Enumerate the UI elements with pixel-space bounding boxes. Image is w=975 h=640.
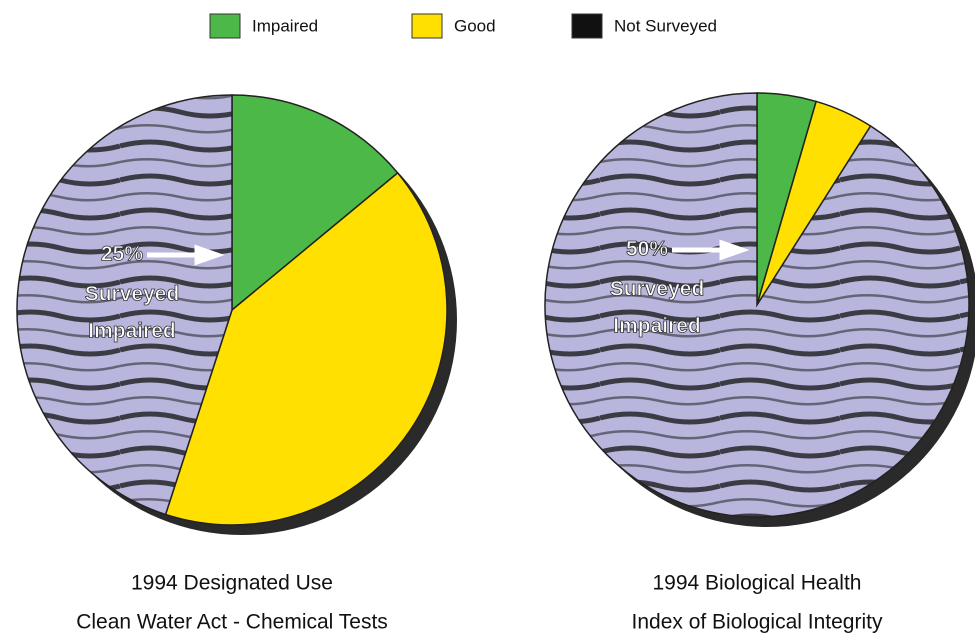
- legend-swatch: [411, 13, 443, 39]
- chart-title: 1994 Designated Use: [131, 572, 333, 595]
- chart-subtitle: Index of Biological Integrity: [632, 611, 883, 634]
- pie-slice: [231, 94, 399, 312]
- annotation: 50%: [626, 238, 668, 261]
- chart-subtitle: Clean Water Act - Chemical Tests: [76, 611, 388, 634]
- annotation: Surveyed: [610, 278, 705, 301]
- legend-label: Not Surveyed: [614, 16, 717, 35]
- annotation: 25%: [101, 243, 143, 266]
- annotation: Surveyed: [85, 283, 180, 306]
- annotation-arrow: [672, 239, 750, 261]
- chart-title: 1994 Biological Health: [653, 572, 862, 595]
- annotation-arrow: [147, 244, 225, 266]
- legend-swatch: [209, 13, 241, 39]
- pie-slice: [16, 94, 233, 516]
- legend-label: Impaired: [252, 16, 318, 35]
- pie-slice: [544, 92, 970, 518]
- pie-slice: [164, 171, 448, 526]
- legend-swatch: [571, 13, 603, 39]
- annotation: Impaired: [613, 315, 701, 338]
- legend-label: Good: [454, 16, 496, 35]
- annotation: Impaired: [88, 320, 176, 343]
